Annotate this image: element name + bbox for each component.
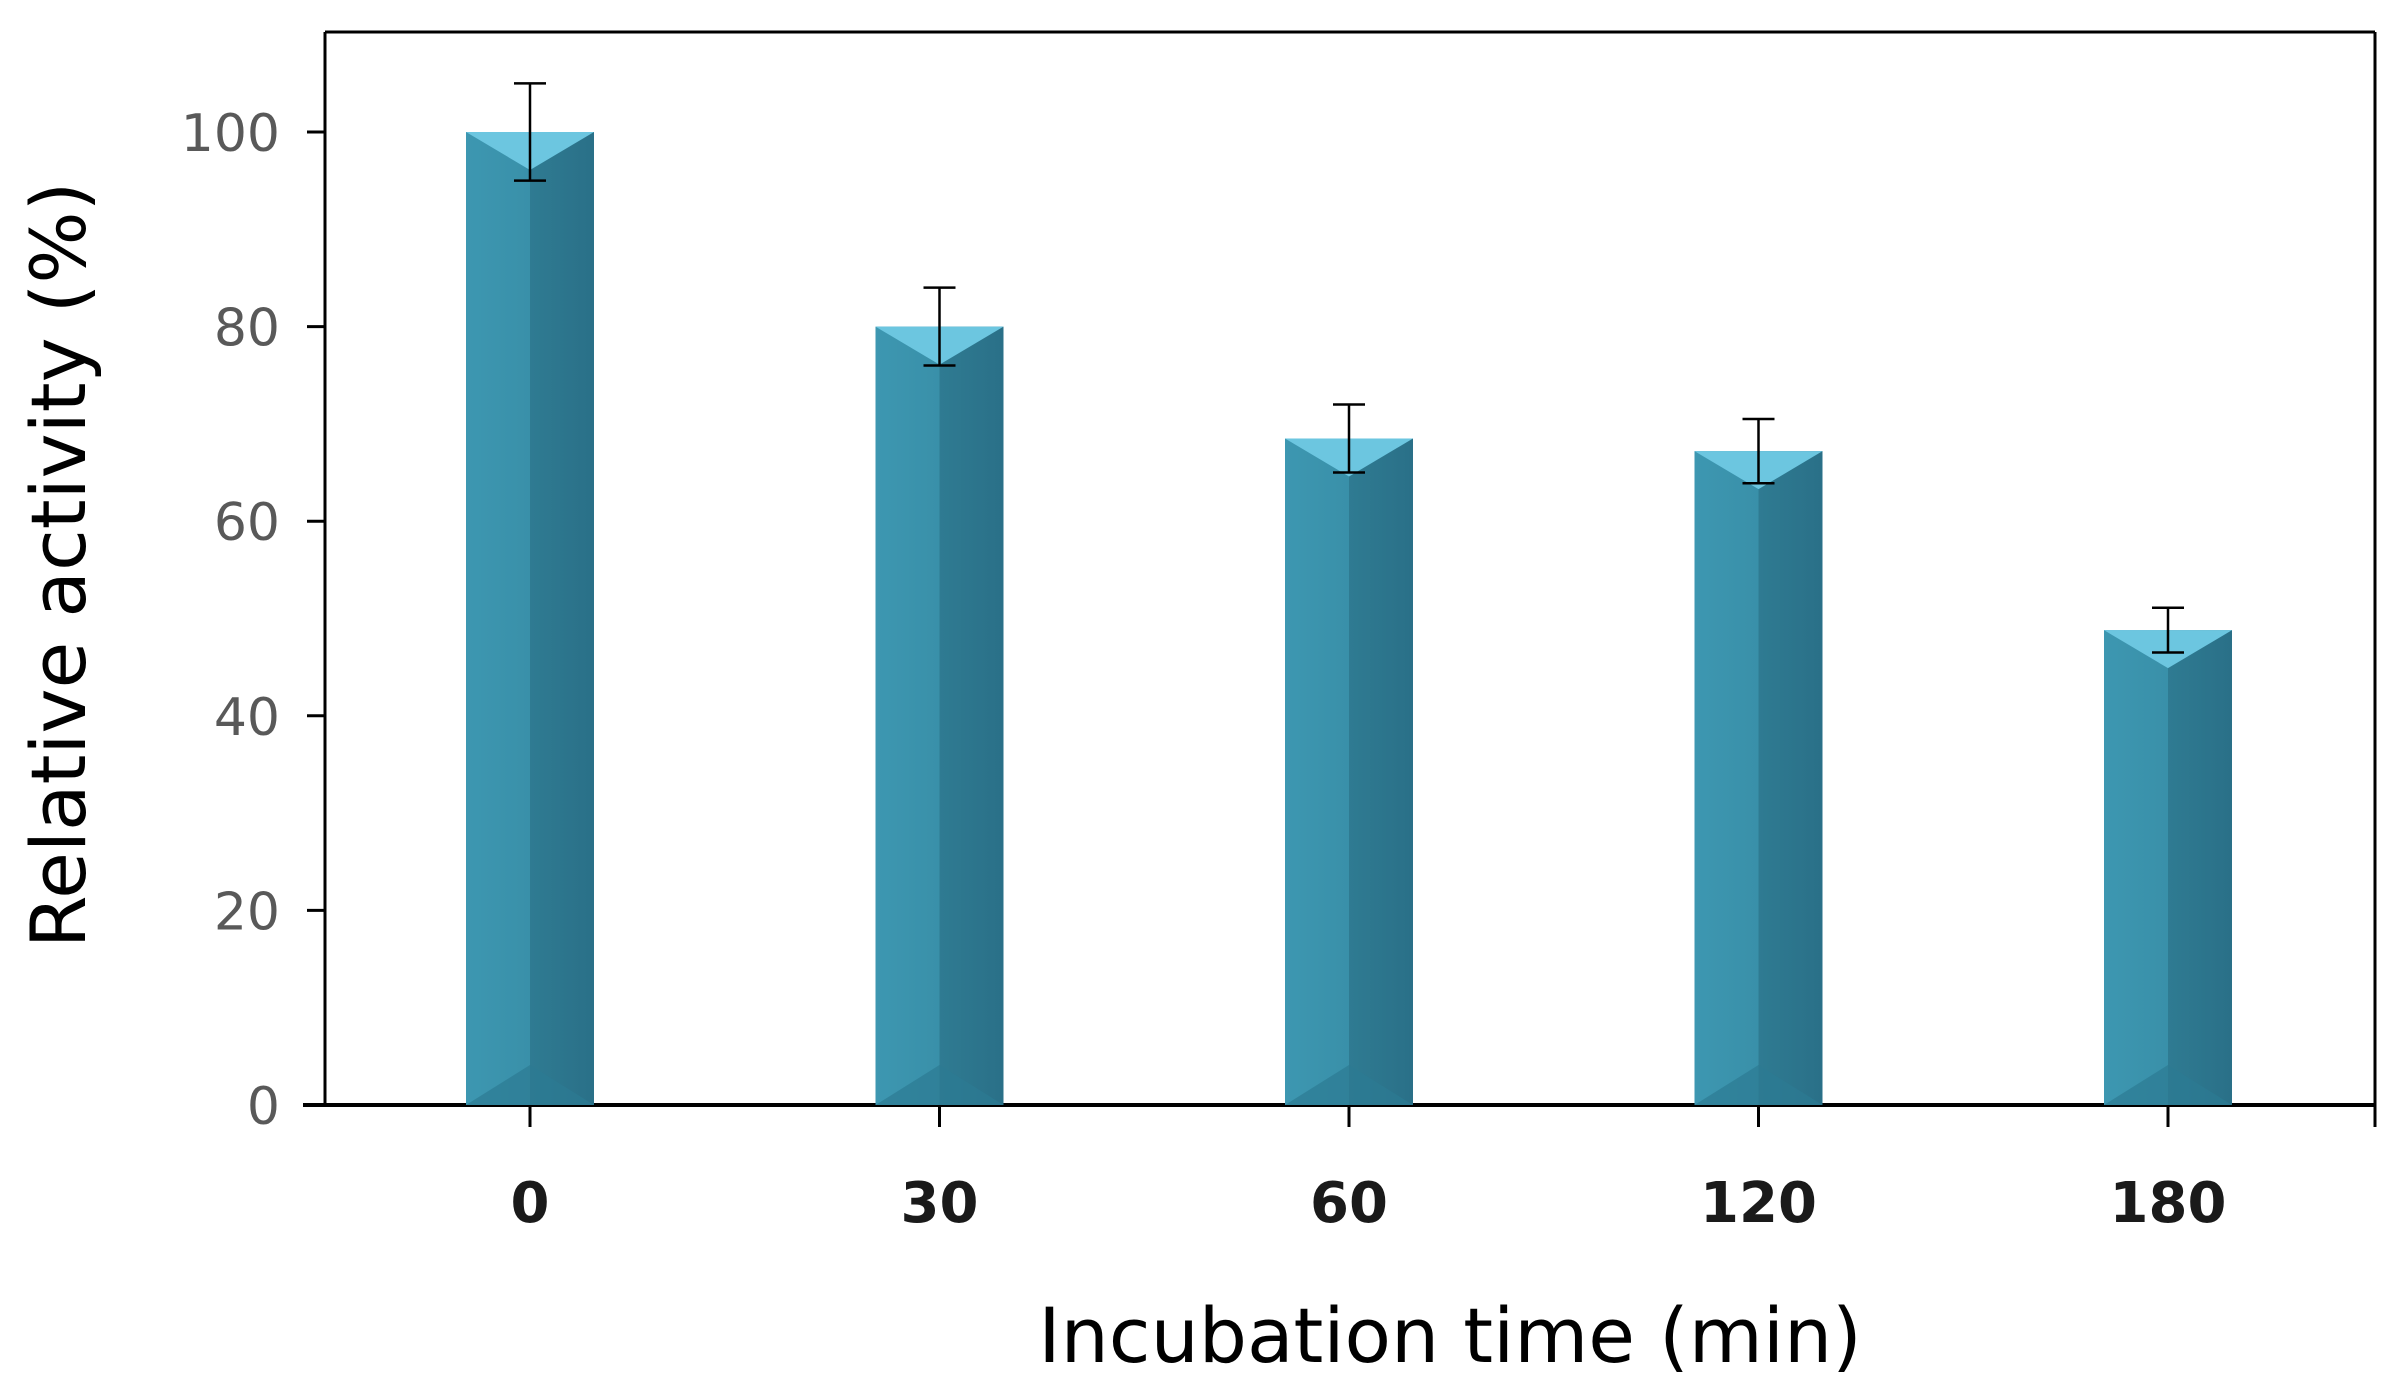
bar-group: [2104, 606, 2232, 1105]
x-tick-label: 120: [1700, 1171, 1817, 1236]
x-axis-ticks: 0 30 60 120 180: [511, 1105, 2377, 1236]
bar-group: [1694, 417, 1823, 1105]
y-axis-ticks: 0 20 40 60 80 100: [181, 104, 325, 1137]
bar: [2104, 630, 2232, 1105]
y-tick-label: 80: [214, 299, 280, 359]
bar: [466, 132, 594, 1105]
y-tick-label: 20: [214, 882, 280, 942]
y-tick-label: 100: [181, 104, 280, 164]
y-tick-label: 60: [214, 493, 280, 553]
bar-bottom-bevel: [875, 1065, 1004, 1105]
x-axis-title: Incubation time (min): [1038, 1291, 1862, 1380]
bar-bottom-bevel: [1694, 1065, 1823, 1105]
x-tick-label: 60: [1310, 1171, 1388, 1236]
x-tick-label: 0: [511, 1171, 550, 1236]
x-tick-label: 30: [901, 1171, 979, 1236]
x-tick-label: 180: [2110, 1171, 2227, 1236]
bars: [466, 82, 2232, 1106]
bar-group: [875, 286, 1004, 1106]
bar-bottom-bevel: [466, 1065, 594, 1105]
bar-bottom-bevel: [1285, 1065, 1413, 1105]
bar-bottom-bevel: [2104, 1065, 2232, 1105]
y-axis-title: Relative activity (%): [14, 182, 103, 948]
bar: [875, 326, 1004, 1106]
bar-group: [1285, 403, 1413, 1105]
y-tick-label: 40: [214, 688, 280, 748]
bar: [1285, 438, 1413, 1105]
y-tick-label: 0: [247, 1077, 280, 1137]
bar: [1694, 451, 1823, 1105]
bar-group: [466, 82, 594, 1105]
